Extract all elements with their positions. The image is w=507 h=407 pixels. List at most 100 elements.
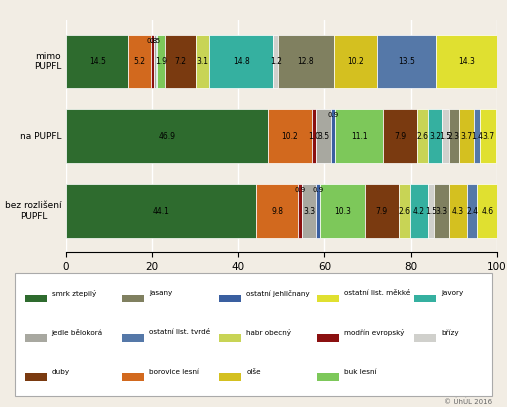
- Text: olše: olše: [246, 368, 261, 374]
- Bar: [220, 334, 241, 341]
- Text: jasany: jasany: [149, 290, 172, 296]
- Text: duby: duby: [52, 368, 69, 374]
- Text: 9.8: 9.8: [271, 207, 283, 216]
- Bar: [414, 295, 436, 302]
- Bar: [428, 109, 442, 163]
- Bar: [25, 334, 47, 341]
- Text: 14.3: 14.3: [458, 57, 475, 66]
- Bar: [378, 35, 436, 88]
- Text: 2.3: 2.3: [448, 132, 459, 141]
- Text: 4.6: 4.6: [481, 207, 493, 216]
- Bar: [196, 35, 209, 88]
- Bar: [478, 184, 497, 238]
- Bar: [449, 109, 458, 163]
- Bar: [298, 184, 302, 238]
- FancyBboxPatch shape: [15, 273, 492, 396]
- Text: 3.7: 3.7: [482, 132, 494, 141]
- Bar: [475, 109, 481, 163]
- Text: 46.9: 46.9: [159, 132, 175, 141]
- Text: 7.2: 7.2: [174, 57, 187, 66]
- Bar: [268, 109, 312, 163]
- Text: břízy: břízy: [441, 329, 458, 336]
- Text: 1.9: 1.9: [155, 57, 167, 66]
- Bar: [66, 35, 128, 88]
- Text: 1.0: 1.0: [308, 132, 320, 141]
- Text: 1.4: 1.4: [472, 132, 484, 141]
- Bar: [335, 109, 383, 163]
- Text: 0.9: 0.9: [328, 112, 339, 118]
- Bar: [302, 184, 316, 238]
- Bar: [481, 109, 496, 163]
- Text: 3.1: 3.1: [197, 57, 209, 66]
- Bar: [317, 334, 339, 341]
- Bar: [434, 184, 449, 238]
- Text: javory: javory: [441, 290, 463, 296]
- Bar: [165, 35, 196, 88]
- Text: ostatní jehličnany: ostatní jehličnany: [246, 290, 310, 297]
- Text: 3.7: 3.7: [460, 132, 473, 141]
- Bar: [122, 295, 144, 302]
- Bar: [334, 35, 378, 88]
- Bar: [66, 109, 268, 163]
- Bar: [157, 35, 165, 88]
- Bar: [365, 184, 399, 238]
- Bar: [383, 109, 417, 163]
- Text: jedle bělokorá: jedle bělokorá: [52, 329, 102, 336]
- Text: 1.5: 1.5: [440, 132, 451, 141]
- Bar: [410, 184, 428, 238]
- Text: 0.9: 0.9: [313, 187, 324, 193]
- Text: 5.2: 5.2: [134, 57, 146, 66]
- Text: 0.8: 0.8: [147, 37, 158, 44]
- Bar: [332, 109, 335, 163]
- Bar: [316, 109, 332, 163]
- Text: 4.3: 4.3: [452, 207, 464, 216]
- Bar: [428, 184, 434, 238]
- Text: 2.4: 2.4: [466, 207, 478, 216]
- Bar: [442, 109, 449, 163]
- Bar: [220, 373, 241, 381]
- Text: 3.2: 3.2: [429, 132, 441, 141]
- Bar: [449, 184, 467, 238]
- Bar: [316, 184, 320, 238]
- Text: modřín evropský: modřín evropský: [344, 329, 404, 336]
- Text: 1.5: 1.5: [425, 207, 437, 216]
- Text: 0.9: 0.9: [295, 187, 306, 193]
- Text: 3.5: 3.5: [318, 132, 330, 141]
- Text: buk lesní: buk lesní: [344, 368, 376, 374]
- Text: ostatní list. měkké: ostatní list. měkké: [344, 290, 410, 296]
- Bar: [436, 35, 497, 88]
- Text: smrk ztepilý: smrk ztepilý: [52, 290, 96, 297]
- Text: 14.8: 14.8: [233, 57, 249, 66]
- Text: 7.9: 7.9: [394, 132, 406, 141]
- Text: ostatní list. tvrdé: ostatní list. tvrdé: [149, 329, 210, 335]
- Bar: [273, 35, 278, 88]
- Bar: [320, 184, 365, 238]
- Bar: [66, 184, 256, 238]
- Bar: [25, 373, 47, 381]
- Text: 2.6: 2.6: [417, 132, 429, 141]
- X-axis label: zastoupení dřevin NIL2 [%]: zastoupení dřevin NIL2 [%]: [211, 276, 352, 287]
- Text: 11.1: 11.1: [351, 132, 368, 141]
- Bar: [154, 35, 157, 88]
- Text: 44.1: 44.1: [153, 207, 169, 216]
- Bar: [317, 373, 339, 381]
- Bar: [209, 35, 273, 88]
- Text: 2.6: 2.6: [398, 207, 410, 216]
- Text: habr obecný: habr obecný: [246, 329, 291, 336]
- Bar: [151, 35, 154, 88]
- Text: 14.5: 14.5: [89, 57, 105, 66]
- Bar: [467, 184, 478, 238]
- Bar: [122, 373, 144, 381]
- Text: 10.2: 10.2: [347, 57, 364, 66]
- Text: 3.3: 3.3: [436, 207, 448, 216]
- Text: borovice lesní: borovice lesní: [149, 368, 199, 374]
- Bar: [317, 295, 339, 302]
- Bar: [417, 109, 428, 163]
- Text: 13.5: 13.5: [398, 57, 415, 66]
- Text: 1.2: 1.2: [270, 57, 282, 66]
- Text: 10.2: 10.2: [281, 132, 299, 141]
- Bar: [25, 295, 47, 302]
- Text: 4.2: 4.2: [413, 207, 425, 216]
- Text: 10.3: 10.3: [334, 207, 351, 216]
- Bar: [256, 184, 298, 238]
